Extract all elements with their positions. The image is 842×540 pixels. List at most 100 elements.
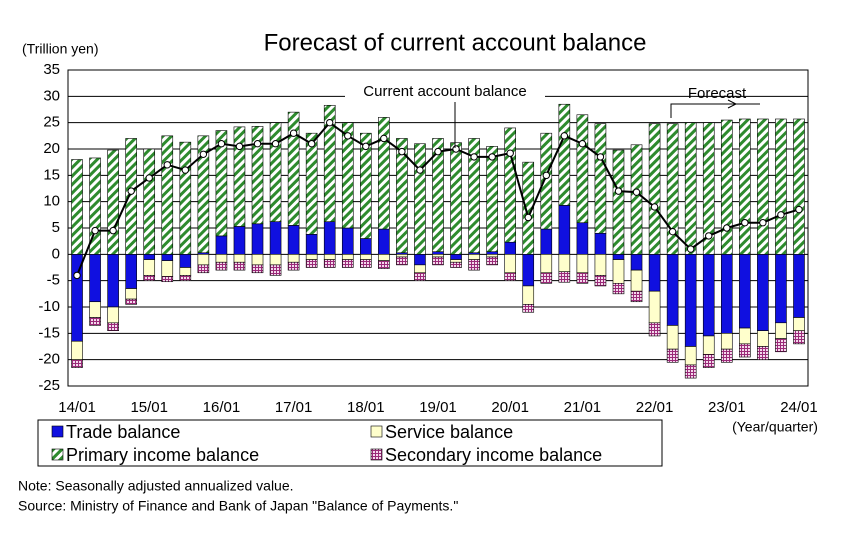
bar bbox=[378, 254, 390, 261]
bar bbox=[757, 118, 769, 255]
bar bbox=[233, 261, 246, 271]
marker bbox=[506, 149, 514, 157]
bar bbox=[305, 254, 318, 260]
x-tick-label: 14/01 bbox=[58, 399, 96, 416]
marker bbox=[560, 132, 569, 140]
bar bbox=[161, 254, 174, 261]
marker bbox=[614, 187, 623, 195]
marker bbox=[199, 150, 208, 158]
y-tick-label: 20 bbox=[43, 140, 60, 157]
bar bbox=[143, 254, 156, 260]
y-tick-label: -5 bbox=[47, 272, 60, 289]
bar bbox=[648, 290, 661, 324]
bar bbox=[702, 122, 715, 255]
bar bbox=[179, 254, 192, 268]
bar bbox=[720, 348, 733, 363]
bar bbox=[215, 254, 228, 263]
bar bbox=[594, 254, 607, 276]
bar bbox=[450, 254, 462, 260]
bar bbox=[287, 261, 300, 271]
bar bbox=[486, 256, 498, 266]
marker bbox=[650, 203, 659, 211]
x-tick-label: 21/01 bbox=[564, 399, 602, 416]
bar bbox=[630, 290, 643, 303]
marker bbox=[723, 224, 731, 232]
bar bbox=[684, 122, 697, 255]
bar bbox=[323, 259, 336, 268]
bar bbox=[576, 222, 589, 255]
marker bbox=[795, 205, 803, 214]
marker bbox=[163, 161, 171, 169]
bar bbox=[89, 317, 101, 326]
bar bbox=[702, 354, 715, 368]
bar bbox=[251, 264, 264, 274]
line-label-bg bbox=[345, 80, 545, 102]
marker bbox=[271, 140, 280, 148]
bar bbox=[125, 288, 137, 300]
bar bbox=[684, 346, 697, 366]
bar bbox=[287, 111, 300, 226]
x-tick-label: 15/01 bbox=[130, 399, 168, 416]
bar bbox=[666, 123, 679, 255]
bar bbox=[720, 254, 733, 334]
bar bbox=[287, 254, 300, 263]
bar bbox=[432, 254, 444, 258]
bar bbox=[89, 254, 101, 303]
bar bbox=[684, 364, 697, 379]
bar bbox=[720, 119, 733, 255]
legend-swatch bbox=[370, 425, 383, 438]
bar bbox=[684, 254, 697, 347]
bar bbox=[215, 261, 228, 271]
bar bbox=[450, 259, 462, 263]
bar bbox=[702, 254, 715, 337]
bar bbox=[197, 135, 210, 254]
marker bbox=[181, 166, 190, 174]
bar bbox=[793, 330, 805, 345]
marker bbox=[434, 147, 442, 156]
bar bbox=[576, 114, 589, 224]
bar bbox=[143, 259, 156, 276]
marker bbox=[127, 187, 135, 195]
bar bbox=[486, 146, 498, 253]
bar bbox=[251, 126, 264, 225]
marker bbox=[777, 211, 785, 219]
bar bbox=[107, 322, 119, 331]
bar bbox=[107, 306, 119, 324]
bar bbox=[757, 346, 769, 360]
bar bbox=[269, 264, 282, 276]
bar bbox=[233, 254, 246, 263]
forecast-arrowhead bbox=[727, 99, 738, 109]
bar bbox=[107, 149, 119, 255]
bar bbox=[341, 122, 354, 229]
x-tick-label: 22/01 bbox=[636, 399, 674, 416]
y-tick-label: 25 bbox=[43, 114, 60, 131]
note: Note: Seasonally adjusted annualized val… bbox=[18, 478, 294, 494]
marker bbox=[326, 118, 334, 127]
plot-frame bbox=[67, 69, 809, 387]
bar bbox=[558, 271, 571, 283]
y-axis-label: (Trillion yen) bbox=[22, 41, 99, 57]
bar bbox=[432, 251, 444, 255]
bar bbox=[576, 254, 589, 274]
bar bbox=[594, 232, 607, 255]
bar bbox=[89, 157, 101, 255]
bar bbox=[504, 241, 516, 255]
bar bbox=[107, 254, 119, 308]
bar bbox=[432, 256, 444, 266]
marker bbox=[686, 245, 695, 253]
bar bbox=[793, 254, 805, 318]
x-tick-label: 18/01 bbox=[347, 399, 385, 416]
marker bbox=[380, 134, 388, 143]
x-axis-label: (Year/quarter) bbox=[732, 419, 818, 435]
bar bbox=[612, 254, 625, 260]
bar bbox=[89, 301, 101, 318]
bar bbox=[468, 138, 480, 254]
bar bbox=[739, 343, 751, 358]
bar bbox=[269, 221, 282, 255]
marker bbox=[524, 213, 532, 222]
bar bbox=[522, 304, 535, 313]
bar bbox=[197, 254, 210, 266]
bar bbox=[432, 138, 444, 252]
bar bbox=[793, 118, 805, 255]
marker bbox=[217, 140, 226, 148]
